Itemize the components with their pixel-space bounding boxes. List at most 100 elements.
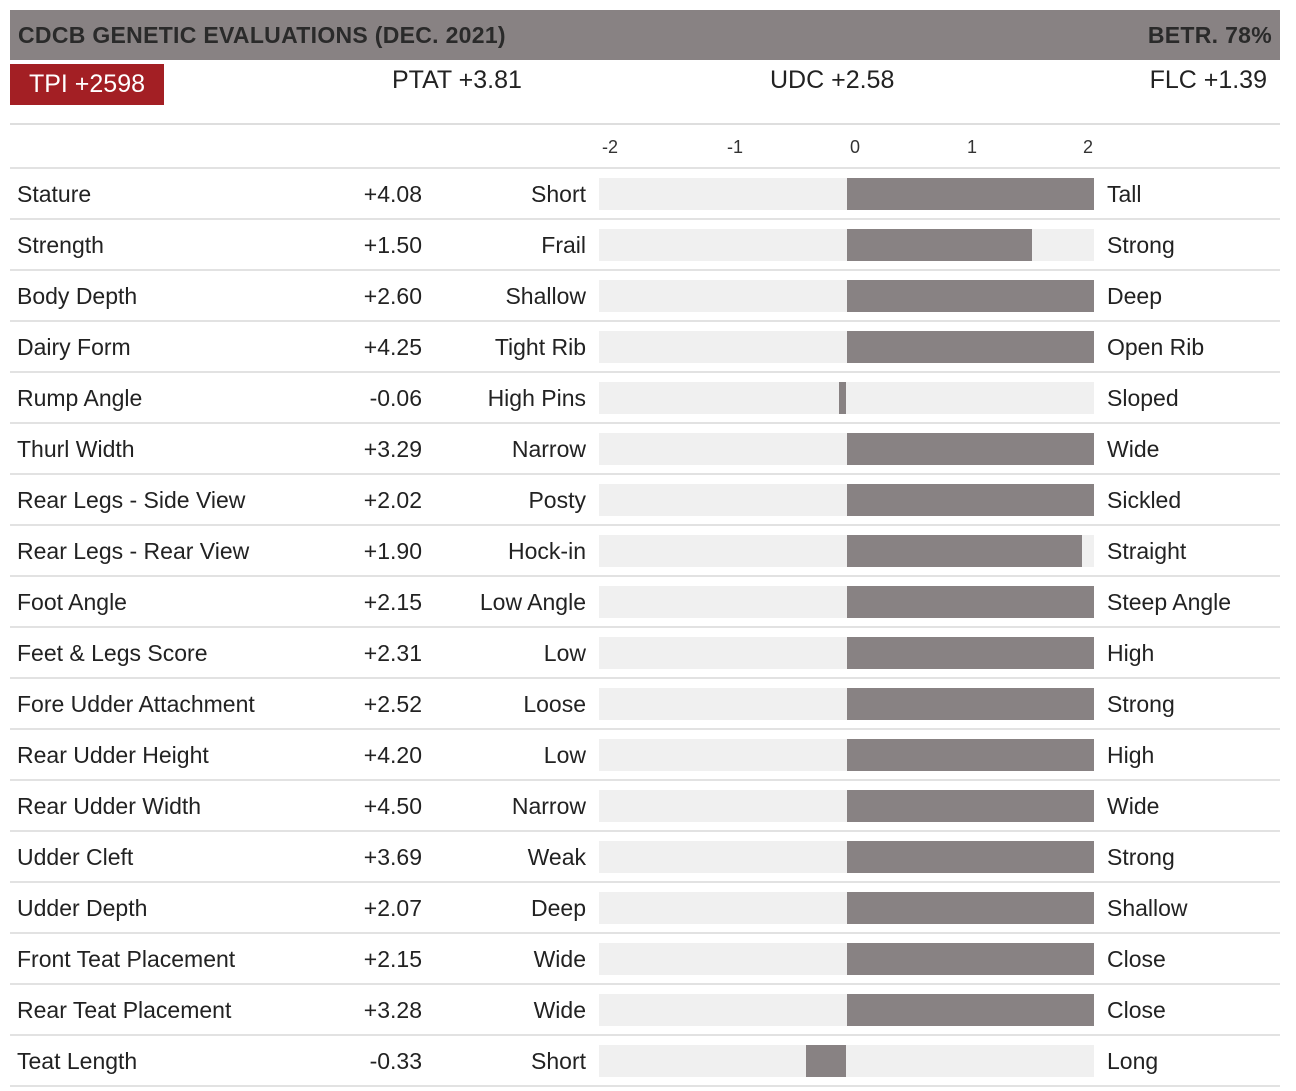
trait-high-label: Sickled <box>1107 487 1182 513</box>
bar-track <box>599 688 1094 720</box>
trait-bar <box>846 535 1082 567</box>
trait-bar <box>846 688 1094 720</box>
bar-track <box>599 892 1094 924</box>
x-tick-label: 2 <box>1082 137 1094 157</box>
trait-low-label: Short <box>531 1048 586 1074</box>
trait-name: Rear Legs - Rear View <box>17 538 250 564</box>
trait-row: Rear Udder Width +4.50 Narrow Wide <box>10 781 1280 832</box>
trait-name: Body Depth <box>17 283 138 309</box>
summary-scores: TPI +2598 PTAT +3.81 UDC +2.58 FLC +1.39 <box>10 60 1280 125</box>
trait-bar <box>846 586 1094 618</box>
reliability-label: BETR. 78% <box>1147 21 1272 48</box>
bar-track <box>599 637 1094 669</box>
trait-row: Rear Teat Placement +3.28 Wide Close <box>10 985 1280 1036</box>
trait-row: Front Teat Placement +2.15 Wide Close <box>10 934 1280 985</box>
trait-low-label: Narrow <box>511 436 586 462</box>
trait-value: +4.20 <box>363 742 422 768</box>
trait-bar <box>846 994 1094 1026</box>
trait-high-label: High <box>1107 640 1155 666</box>
trait-value: +3.28 <box>363 997 422 1023</box>
trait-bar <box>846 178 1094 210</box>
flc-score: FLC +1.39 <box>1149 66 1267 94</box>
trait-name: Front Teat Placement <box>17 946 236 972</box>
trait-low-label: Deep <box>531 895 586 921</box>
trait-value: -0.06 <box>369 385 422 411</box>
trait-value: +1.50 <box>363 232 422 258</box>
trait-low-label: Weak <box>527 844 586 870</box>
trait-bar <box>846 331 1094 363</box>
trait-low-label: Low <box>543 640 586 666</box>
bar-track <box>599 943 1094 975</box>
trait-name: Rear Teat Placement <box>17 997 232 1023</box>
trait-high-label: Shallow <box>1107 895 1188 921</box>
trait-value: +2.52 <box>363 691 422 717</box>
x-axis: -2 -1 0 1 2 <box>10 125 1280 169</box>
trait-bar <box>846 739 1094 771</box>
trait-name: Foot Angle <box>17 589 127 615</box>
trait-bar <box>846 280 1094 312</box>
trait-value: +2.07 <box>363 895 422 921</box>
trait-bar <box>805 1045 847 1077</box>
trait-high-label: Wide <box>1107 436 1160 462</box>
trait-bar <box>846 892 1094 924</box>
trait-high-label: Wide <box>1107 793 1160 819</box>
trait-high-label: Tall <box>1107 181 1142 207</box>
udc-score: UDC +2.58 <box>770 66 895 94</box>
trait-bar <box>846 790 1094 822</box>
trait-low-label: Wide <box>533 997 586 1023</box>
bar-track <box>599 841 1094 873</box>
trait-low-label: Frail <box>541 232 586 258</box>
trait-high-label: Open Rib <box>1107 334 1205 360</box>
trait-name: Stature <box>17 181 92 207</box>
trait-name: Udder Cleft <box>17 844 134 870</box>
bar-track <box>599 280 1094 312</box>
trait-name: Rear Udder Width <box>17 793 202 819</box>
trait-row: Rear Legs - Rear View +1.90 Hock-in Straigh… <box>10 526 1280 577</box>
trait-value: +3.69 <box>363 844 422 870</box>
trait-row: Feet & Legs Score +2.31 Low High <box>10 628 1280 679</box>
trait-bar <box>846 433 1094 465</box>
trait-value: +2.02 <box>363 487 422 513</box>
trait-list: Stature +4.08 Short Tall Strength +1.50 Frail S… <box>10 169 1280 1087</box>
trait-low-label: High Pins <box>487 385 586 411</box>
trait-value: +1.90 <box>363 538 422 564</box>
trait-high-label: Steep Angle <box>1107 589 1232 615</box>
x-tick-label: -2 <box>601 137 619 157</box>
ptat-score: PTAT +3.81 <box>392 66 522 94</box>
trait-row: Udder Cleft +3.69 Weak Strong <box>10 832 1280 883</box>
trait-high-label: Long <box>1107 1048 1159 1074</box>
trait-value: +4.50 <box>363 793 422 819</box>
bar-track <box>599 1045 1094 1077</box>
trait-high-label: Straight <box>1107 538 1187 564</box>
trait-high-label: Sloped <box>1107 385 1179 411</box>
trait-name: Rear Legs - Side View <box>17 487 246 513</box>
trait-row: Udder Depth +2.07 Deep Shallow <box>10 883 1280 934</box>
trait-bar <box>846 484 1094 516</box>
x-tick-label: 1 <box>966 137 978 157</box>
trait-row: Rear Udder Height +4.20 Low High <box>10 730 1280 781</box>
trait-value: +2.15 <box>363 589 422 615</box>
trait-name: Rump Angle <box>17 385 143 411</box>
trait-bar <box>846 841 1094 873</box>
trait-row: Rear Legs - Side View +2.02 Posty Sickled <box>10 475 1280 526</box>
evaluation-panel: CDCB GENETIC EVALUATIONS (DEC. 2021) BET… <box>10 10 1280 1087</box>
trait-low-label: Wide <box>533 946 586 972</box>
trait-value: +4.25 <box>363 334 422 360</box>
trait-row: Strength +1.50 Frail Strong <box>10 220 1280 271</box>
panel-title: CDCB GENETIC EVALUATIONS (DEC. 2021) <box>18 21 506 48</box>
trait-bar <box>846 637 1094 669</box>
trait-name: Fore Udder Attachment <box>17 691 255 717</box>
trait-name: Dairy Form <box>17 334 131 360</box>
trait-low-label: Narrow <box>511 793 586 819</box>
trait-low-label: Loose <box>523 691 586 717</box>
trait-name: Teat Length <box>17 1048 138 1074</box>
trait-high-label: Strong <box>1107 691 1175 717</box>
trait-high-label: Strong <box>1107 844 1175 870</box>
trait-low-label: Shallow <box>505 283 586 309</box>
trait-high-label: High <box>1107 742 1155 768</box>
bar-track <box>599 790 1094 822</box>
trait-value: +2.31 <box>363 640 422 666</box>
trait-row: Foot Angle +2.15 Low Angle Steep Angle <box>10 577 1280 628</box>
bar-track <box>599 178 1094 210</box>
trait-low-label: Short <box>531 181 586 207</box>
